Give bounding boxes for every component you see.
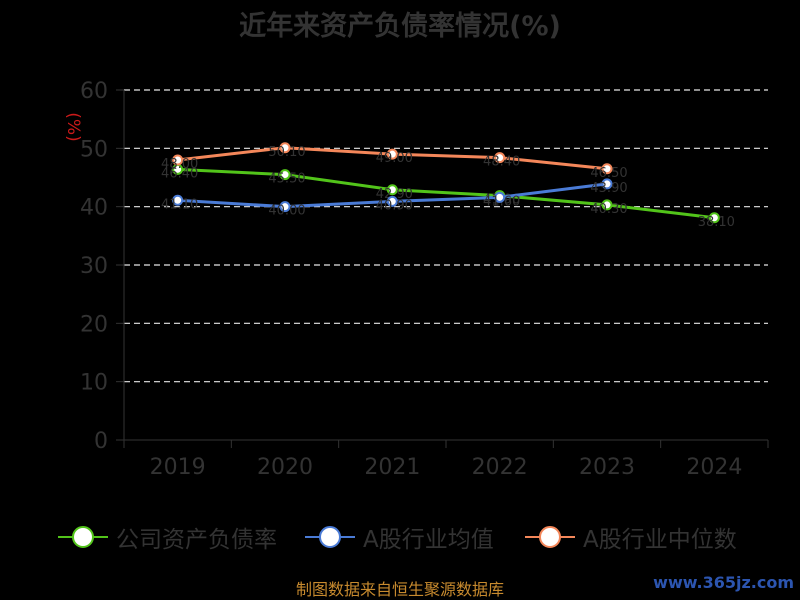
data-point: [279, 142, 291, 154]
legend-item-industry-median[interactable]: A股行业中位数: [525, 520, 737, 554]
legend-marker-industry-median: [525, 522, 575, 552]
legend-marker-industry-mean: [305, 522, 355, 552]
data-label: 41.60: [483, 194, 520, 209]
x-tick-label: 2023: [579, 455, 635, 480]
series-line: [177, 167, 715, 220]
y-tick-label: 60: [80, 79, 108, 104]
data-point: [494, 152, 506, 164]
y-tick-label: 30: [80, 254, 108, 279]
y-tick-label: 0: [94, 429, 108, 454]
y-tick-label: 20: [80, 312, 108, 337]
data-point: [279, 201, 291, 213]
y-axis-label: (%): [63, 112, 83, 141]
legend-item-company[interactable]: 公司资产负债率: [58, 520, 277, 554]
data-point: [601, 163, 613, 175]
legend-label-industry-median: A股行业中位数: [583, 527, 737, 553]
y-tick-label: 40: [80, 196, 108, 221]
data-label: 43.90: [590, 181, 627, 196]
x-tick-label: 2024: [686, 455, 742, 480]
watermark-logo: www.365jz.com: [653, 573, 794, 592]
data-point: [386, 195, 398, 207]
data-label: 41.10: [161, 197, 198, 212]
data-point: [386, 148, 398, 160]
x-tick-label: 2022: [472, 455, 528, 480]
data-label: 42.90: [376, 187, 413, 202]
data-label: 40.90: [376, 198, 413, 213]
data-label: 48.40: [483, 155, 520, 170]
data-point: [172, 194, 184, 206]
data-point: [386, 184, 398, 196]
chart-title: 近年来资产负债率情况(%): [239, 11, 561, 42]
data-point: [601, 199, 613, 211]
data-label: 38.10: [698, 215, 735, 230]
legend-label-industry-mean: A股行业均值: [363, 527, 494, 553]
data-point: [172, 154, 184, 166]
y-tick-label: 10: [80, 371, 108, 396]
data-point: [601, 178, 613, 190]
data-label: 46.40: [161, 166, 198, 181]
data-source-note: 制图数据来自恒生聚源数据库: [295, 580, 504, 599]
data-label: 49.00: [376, 151, 413, 166]
data-label: 46.50: [590, 166, 627, 181]
x-tick-label: 2021: [364, 455, 420, 480]
data-point: [494, 191, 506, 203]
legend-marker-company: [58, 522, 108, 552]
legend-item-industry-mean[interactable]: A股行业均值: [305, 520, 494, 554]
data-label: 50.10: [268, 145, 305, 160]
x-tick-label: 2019: [150, 455, 206, 480]
data-point: [708, 212, 720, 224]
legend-label-company: 公司资产负债率: [116, 527, 277, 553]
data-label: 45.50: [268, 172, 305, 187]
data-point: [279, 169, 291, 181]
data-label: 40.30: [590, 202, 627, 217]
y-tick-label: 50: [80, 137, 108, 162]
data-label: 40.00: [268, 204, 305, 219]
data-label: 48.00: [161, 157, 198, 172]
x-tick-label: 2020: [257, 455, 313, 480]
